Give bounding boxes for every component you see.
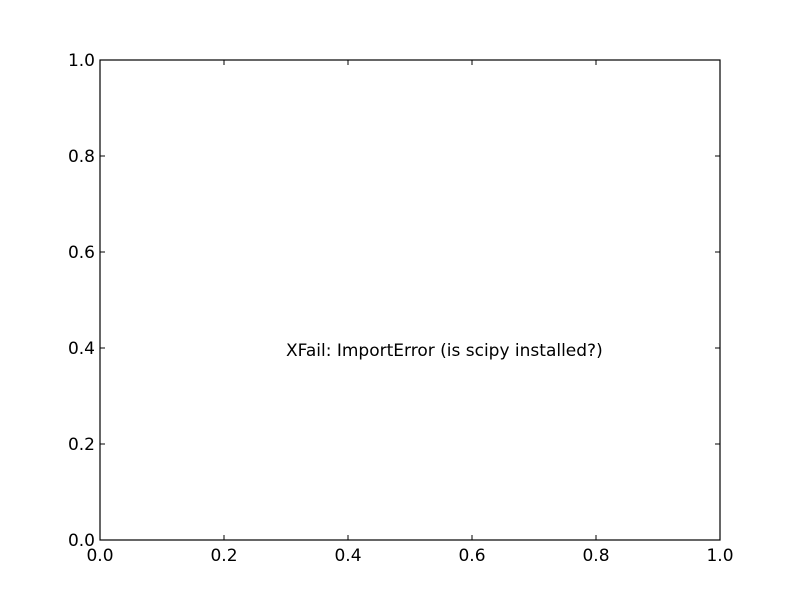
y-axis-ticks: 0.0 0.2 0.4 0.6 0.8 1.0 bbox=[68, 51, 720, 551]
x-tick-label: 1.0 bbox=[706, 546, 733, 566]
plot-area bbox=[99, 59, 721, 541]
annotations: XFail: ImportError (is scipy installed?) bbox=[286, 341, 603, 361]
x-tick-label: 0.4 bbox=[334, 546, 361, 566]
y-tick-label: 1.0 bbox=[68, 51, 95, 71]
x-tick-label: 0.2 bbox=[210, 546, 237, 566]
y-tick-label: 0.6 bbox=[68, 243, 95, 263]
x-tick-label: 0.8 bbox=[582, 546, 609, 566]
y-tick-label: 0.2 bbox=[68, 435, 95, 455]
x-tick-label: 0.6 bbox=[458, 546, 485, 566]
y-tick-label: 0.8 bbox=[68, 147, 95, 167]
x-axis-ticks: 0.0 0.2 0.4 0.6 0.8 1.0 bbox=[86, 60, 734, 566]
y-tick-label: 0.0 bbox=[68, 531, 95, 551]
x-tick-label: 0.0 bbox=[86, 546, 113, 566]
xfail-annotation: XFail: ImportError (is scipy installed?) bbox=[286, 341, 603, 361]
y-tick-label: 0.4 bbox=[68, 339, 95, 359]
